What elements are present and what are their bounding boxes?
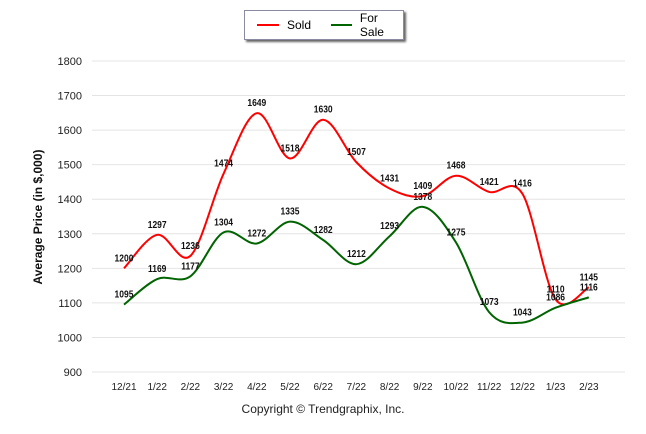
data-label: 1086: [546, 292, 565, 303]
y-tick-label: 1600: [58, 125, 82, 137]
x-tick-label: 2/22: [181, 382, 201, 393]
copyright: Copyright © Trendgraphix, Inc.: [241, 402, 405, 416]
y-tick-label: 1200: [58, 263, 82, 275]
data-label: 1272: [247, 228, 266, 239]
data-label: 1169: [148, 263, 166, 274]
data-label: 1293: [380, 221, 399, 232]
y-tick-label: 1500: [58, 160, 82, 172]
data-label: 1145: [580, 272, 598, 283]
data-label: 1507: [347, 147, 366, 158]
x-tick-label: 8/22: [380, 382, 400, 393]
y-tick-label: 1800: [58, 56, 82, 68]
y-tick-label: 1300: [58, 229, 82, 241]
data-label: 1468: [447, 160, 466, 171]
data-label: 1378: [413, 191, 432, 202]
legend-swatch-sold: [257, 24, 279, 26]
data-label: 1043: [513, 307, 532, 318]
data-label: 1518: [281, 143, 300, 154]
data-label: 1275: [447, 227, 466, 238]
x-tick-label: 3/22: [214, 382, 234, 393]
legend-item-for-sale: For Sale: [331, 11, 403, 39]
data-label: 1416: [513, 178, 532, 189]
x-tick-label: 12/22: [510, 382, 535, 393]
legend-label-for-sale: For Sale: [359, 11, 384, 39]
legend-item-sold: Sold: [257, 18, 311, 32]
legend: Sold For Sale: [244, 10, 404, 40]
x-tick-label: 11/22: [477, 382, 502, 393]
x-tick-label: 6/22: [313, 382, 333, 393]
x-tick-label: 1/22: [147, 382, 167, 393]
data-label: 1421: [480, 176, 499, 187]
series-line-sold: [123, 112, 590, 306]
data-label: 1116: [580, 282, 598, 293]
y-tick-label: 1700: [58, 91, 82, 103]
y-tick-label: 1400: [58, 194, 82, 206]
data-label: 1095: [115, 289, 134, 300]
data-label: 1431: [380, 173, 399, 184]
legend-label-sold: Sold: [287, 18, 312, 32]
y-tick-label: 1000: [58, 332, 82, 344]
x-tick-label: 4/22: [247, 382, 267, 393]
data-label: 1212: [347, 249, 366, 260]
data-label: 1630: [314, 104, 333, 115]
data-label: 1282: [314, 224, 333, 235]
data-label: 1335: [281, 206, 300, 217]
data-label: 1200: [115, 253, 134, 264]
x-tick-label: 9/22: [413, 382, 433, 393]
data-label: 1177: [181, 261, 199, 272]
x-tick-label: 10/22: [443, 382, 468, 393]
data-label: 1409: [413, 180, 432, 191]
x-tick-label: 2/23: [579, 382, 599, 393]
x-tick-label: 5/22: [280, 382, 300, 393]
data-label: 1297: [148, 219, 167, 230]
y-axis-label: Average Price (in $,000): [31, 150, 45, 285]
data-label: 1110: [547, 284, 565, 295]
data-label: 1236: [181, 240, 200, 251]
x-tick-label: 1/23: [546, 382, 566, 393]
data-label: 1304: [214, 217, 234, 228]
x-tick-label: 7/22: [347, 382, 367, 393]
x-tick-label: 12/21: [111, 382, 136, 393]
data-label: 1474: [214, 158, 234, 169]
y-tick-label: 1100: [58, 298, 82, 310]
y-tick-label: 900: [64, 367, 82, 379]
legend-swatch-for-sale: [331, 24, 352, 26]
data-label: 1073: [480, 297, 499, 308]
data-label: 1649: [247, 98, 266, 109]
